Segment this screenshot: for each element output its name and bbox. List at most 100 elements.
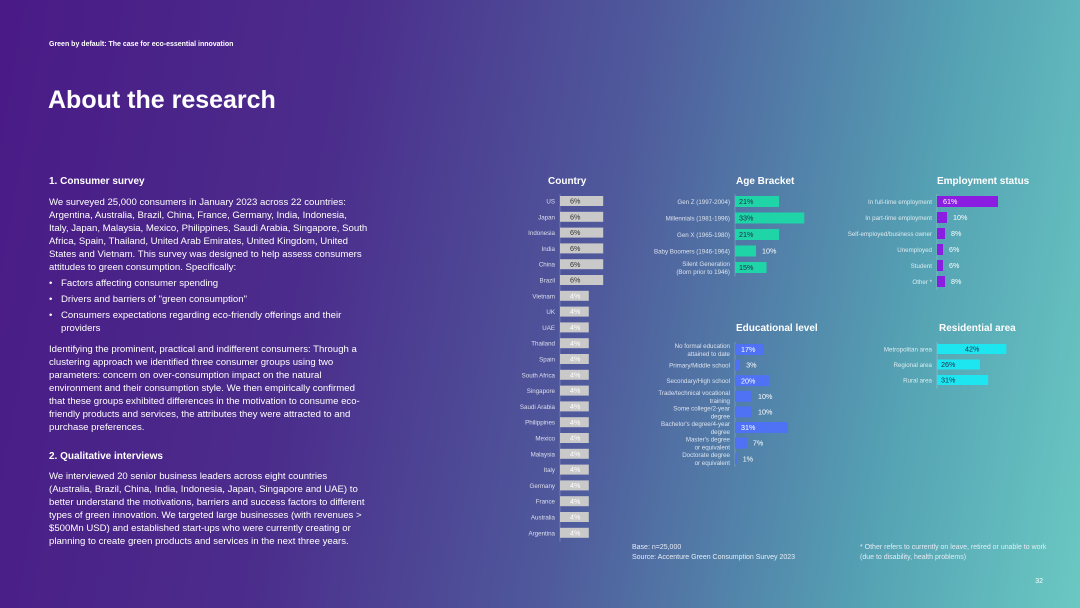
education-bar — [735, 406, 752, 418]
country-value-label: 6% — [570, 197, 581, 206]
consumer-survey-heading: 1. Consumer survey — [49, 176, 145, 187]
age-value-label: 21% — [739, 230, 754, 239]
footnote-other: * Other refers to currently on leave, re… — [860, 544, 1047, 561]
employment-bar — [937, 228, 945, 239]
education-value-label: 10% — [758, 408, 773, 417]
bullet-item: Consumers expectations regarding eco-fri… — [49, 309, 359, 335]
age-bar — [735, 245, 756, 257]
country-category-label: Japan — [538, 214, 555, 221]
footnote-source: Source: Accenture Green Consumption Surv… — [632, 554, 796, 561]
country-category-label: Philippines — [525, 420, 555, 427]
employment-category-label: Student — [911, 263, 933, 270]
residential-category-label: Metropolitan area — [884, 347, 933, 354]
country-bar — [560, 243, 604, 254]
country-value-label: 4% — [570, 513, 581, 522]
country-bar — [560, 211, 604, 222]
consumer-survey-intro: We surveyed 25,000 consumers in January … — [49, 197, 368, 273]
country-bar — [560, 433, 589, 443]
employment-category-label: Self-employed/business owner — [848, 231, 932, 238]
country-value-label: 4% — [570, 323, 581, 332]
country-category-label: Indonesia — [528, 230, 555, 237]
residential-category-label: Regional area — [893, 362, 932, 369]
age-chart-title: Age Bracket — [736, 176, 795, 187]
country-category-label: Spain — [539, 357, 555, 364]
age-category-label: Gen X (1965-1980) — [677, 232, 730, 239]
education-category-label: Trade/technical vocational training — [658, 390, 730, 405]
education-category-label: Secondary/High school — [666, 378, 730, 385]
age-category-label: Silent Generation (Born prior to 1946) — [676, 261, 730, 276]
education-category-label: Bachelor's degree/4-year degree — [661, 421, 730, 436]
country-category-label: South Africa — [522, 372, 556, 379]
country-category-label: Argentina — [529, 530, 556, 537]
country-bar — [560, 464, 589, 475]
country-category-label: Italy — [544, 467, 556, 474]
country-bar — [560, 480, 589, 491]
age-category-label: Baby Boomers (1946-1964) — [654, 249, 730, 256]
residential-bar — [937, 344, 1007, 354]
country-value-label: 4% — [570, 307, 581, 316]
employment-category-label: In part-time employment — [865, 215, 932, 222]
age-bar — [735, 196, 780, 207]
employment-category-label: In full-time employment — [868, 199, 932, 206]
education-value-label: 31% — [741, 423, 756, 432]
country-value-label: 6% — [570, 276, 581, 285]
age-value-label: 21% — [739, 197, 754, 206]
survey-bullets: Factors affecting consumer spending Driv… — [49, 277, 359, 338]
education-bar — [735, 437, 747, 449]
country-category-label: US — [546, 199, 555, 206]
country-value-label: 6% — [570, 212, 581, 221]
country-chart-title: Country — [548, 176, 587, 187]
country-category-label: UAE — [542, 325, 555, 332]
country-bar — [560, 369, 589, 380]
country-value-label: 4% — [570, 528, 581, 537]
employment-value-label: 6% — [949, 245, 960, 254]
country-value-label: 4% — [570, 497, 581, 506]
residential-chart-title: Residential area — [939, 323, 1016, 334]
country-bar — [560, 496, 589, 507]
country-category-label: Thailand — [531, 341, 555, 348]
bullet-item: Factors affecting consumer spending — [49, 277, 359, 290]
age-value-label: 33% — [739, 214, 754, 223]
country-bar — [560, 385, 589, 396]
education-bar — [735, 453, 737, 465]
employment-bar — [937, 276, 945, 287]
country-value-label: 4% — [570, 339, 581, 348]
age-bar — [735, 229, 780, 240]
country-bar — [560, 401, 589, 412]
doc-label: Green by default: The case for eco-essen… — [49, 41, 234, 48]
education-bar — [735, 344, 764, 355]
age-bar — [735, 262, 767, 273]
age-bar — [735, 212, 805, 224]
employment-bar — [937, 196, 998, 207]
footnote-base: Base: n=25,000 — [632, 544, 682, 551]
country-value-label: 4% — [570, 386, 581, 395]
country-value-label: 4% — [570, 370, 581, 379]
clustering-paragraph: Identifying the prominent, practical and… — [49, 344, 360, 433]
employment-value-label: 8% — [951, 277, 962, 286]
employment-value-label: 6% — [949, 261, 960, 270]
education-value-label: 17% — [741, 345, 756, 354]
country-value-label: 4% — [570, 481, 581, 490]
education-value-label: 3% — [746, 361, 757, 370]
country-bar — [560, 227, 604, 238]
bullet-item: Drivers and barriers of "green consumpti… — [49, 293, 359, 306]
education-category-label: No formal education attained to date — [675, 343, 731, 358]
education-category-label: Primary/Middle school — [669, 363, 730, 370]
country-value-label: 4% — [570, 418, 581, 427]
country-value-label: 6% — [570, 244, 581, 253]
country-category-label: France — [536, 499, 556, 506]
age-value-label: 15% — [739, 263, 754, 272]
residential-bar — [937, 359, 980, 370]
country-category-label: Germany — [530, 483, 556, 490]
residential-bar — [937, 375, 989, 385]
employment-bar — [937, 260, 943, 271]
country-bar — [560, 512, 589, 522]
employment-value-label: 61% — [943, 197, 958, 206]
education-bar — [735, 422, 788, 433]
country-category-label: Singapore — [527, 388, 556, 395]
country-bar — [560, 290, 589, 301]
residential-category-label: Rural area — [903, 378, 932, 385]
employment-category-label: Unemployed — [897, 247, 932, 254]
